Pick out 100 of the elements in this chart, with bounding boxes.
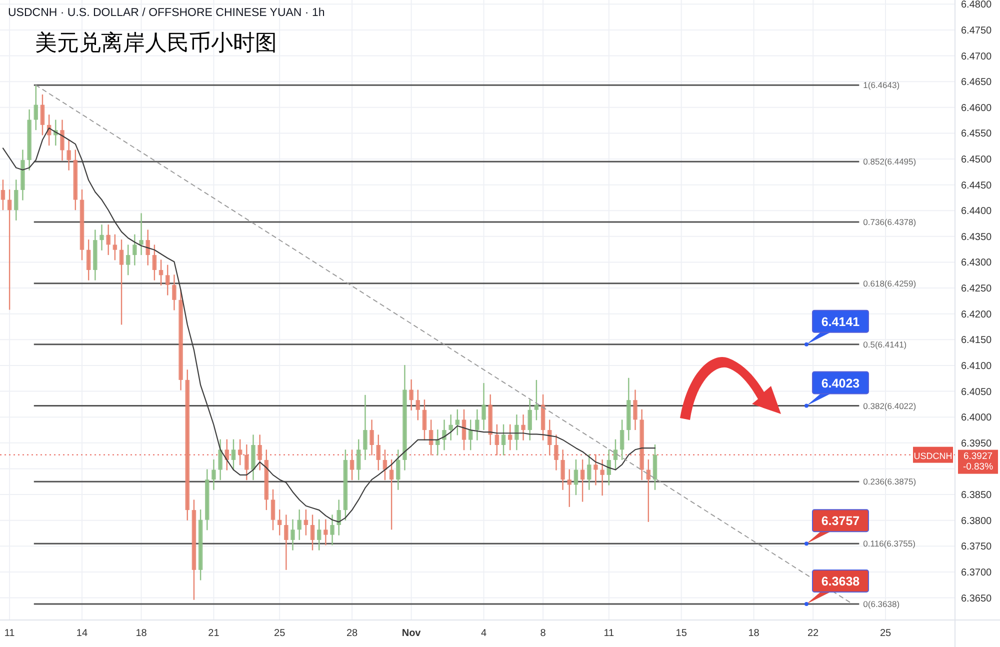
candlestick	[356, 438, 361, 481]
candlestick	[534, 379, 539, 421]
candlestick	[363, 394, 368, 461]
candlestick	[126, 244, 130, 276]
y-tick-label: 6.4050	[961, 386, 992, 398]
candlestick	[442, 419, 446, 451]
candlestick	[376, 434, 380, 471]
candlestick	[554, 434, 558, 471]
candlestick	[600, 458, 604, 496]
candlestick	[633, 389, 638, 431]
ref-line-label: 0.736(6.4378)	[863, 216, 916, 227]
y-tick-label: 6.4100	[961, 360, 992, 372]
ref-line-label: 0.236(6.3875)	[863, 476, 916, 487]
candlestick	[350, 449, 354, 481]
candlestick	[508, 424, 512, 451]
y-tick-label: 6.4450	[961, 180, 992, 192]
candlestick	[521, 414, 526, 441]
candlestick	[396, 449, 400, 491]
y-tick-label: 6.3650	[961, 593, 992, 604]
y-tick-label: 6.4600	[961, 102, 992, 114]
ref-line-label: 0.382(6.4022)	[863, 400, 916, 411]
x-tick-label: Nov	[402, 628, 422, 639]
text: 美元兑离岸人民币小时图	[35, 30, 277, 55]
candlestick	[389, 458, 394, 530]
y-tick-label: 6.3850	[961, 490, 992, 502]
candlestick	[455, 408, 460, 436]
x-tick-label: 14	[76, 628, 88, 639]
annotation: 6.4023	[821, 376, 860, 390]
candlestick	[580, 458, 585, 502]
text: 6.3927	[963, 450, 993, 462]
x-tick-label: 8	[540, 628, 546, 639]
y-tick-label: 6.4250	[961, 284, 992, 295]
x-tick-label: 28	[346, 628, 358, 639]
candlestick	[324, 518, 328, 546]
candlestick	[304, 508, 308, 536]
candlestick	[468, 419, 473, 451]
candlestick	[218, 438, 222, 481]
candlestick	[567, 468, 572, 508]
candlestick	[60, 119, 64, 162]
y-tick-label: 6.3950	[961, 438, 992, 450]
annotation: 6.3757	[821, 514, 860, 528]
candlestick	[494, 424, 500, 456]
candlestick	[574, 458, 578, 496]
candlestick	[409, 378, 414, 412]
candlestick	[284, 514, 288, 571]
candlestick	[7, 188, 12, 310]
x-tick-label: 11	[4, 628, 16, 639]
candlestick	[297, 508, 302, 541]
candlestick	[277, 508, 282, 536]
y-tick-label: 6.4800	[961, 0, 992, 11]
x-tick-label: 25	[880, 628, 892, 639]
annotation: 6.3638	[821, 574, 860, 588]
candlestick	[482, 382, 486, 431]
candlestick	[0, 179, 6, 211]
candlestick	[258, 434, 262, 471]
candlestick	[244, 444, 249, 481]
candlestick	[139, 212, 144, 256]
candlestick	[14, 179, 18, 222]
candlestick	[100, 224, 104, 251]
x-tick-label: 25	[274, 628, 286, 639]
y-tick-label: 6.4300	[961, 258, 992, 269]
candlestick	[270, 488, 276, 531]
y-tick-label: 6.4200	[961, 309, 992, 320]
y-tick-label: 6.4150	[961, 335, 992, 346]
candlestick	[166, 264, 170, 296]
candlestick	[106, 224, 110, 256]
y-tick-label: 6.3800	[961, 516, 992, 527]
candlestick	[112, 234, 118, 261]
candlestick	[501, 424, 506, 456]
x-tick-label: 4	[480, 628, 487, 639]
x-tick-label: 11	[604, 628, 615, 639]
ref-line-label: 0.116(6.3755)	[863, 538, 916, 549]
y-tick-label: 6.4000	[961, 412, 992, 424]
candlestick	[132, 234, 137, 266]
y-tick-label: 6.4700	[961, 51, 992, 62]
y-tick-label: 6.3750	[961, 542, 992, 553]
candlestick	[528, 398, 532, 441]
x-tick-label: 15	[676, 628, 688, 639]
candlestick	[448, 414, 453, 441]
candlestick	[613, 438, 618, 471]
candlestick	[231, 438, 236, 471]
y-tick-label: 6.4550	[961, 128, 992, 140]
ref-line-label: 0.5(6.4141)	[863, 339, 907, 350]
ref-line-label: 0.852(6.4495)	[863, 156, 916, 167]
candlestick	[422, 398, 427, 441]
candlestick	[158, 259, 164, 286]
candlestick	[514, 414, 519, 451]
annotation: 6.4141	[821, 314, 860, 329]
y-tick-label: 6.4750	[961, 25, 992, 36]
ref-line-label: 0(6.3638)	[863, 598, 900, 609]
candlestick	[238, 438, 242, 466]
candlestick	[34, 84, 38, 131]
candlestick	[416, 389, 420, 421]
y-tick-label: 6.4650	[961, 77, 992, 88]
candlestick	[86, 238, 91, 281]
ref-line-label: 1(6.4643)	[863, 80, 900, 90]
x-tick-label: 18	[136, 628, 148, 639]
candlestick	[66, 139, 71, 171]
x-tick-label: 22	[808, 628, 820, 639]
candlestick	[172, 274, 176, 311]
